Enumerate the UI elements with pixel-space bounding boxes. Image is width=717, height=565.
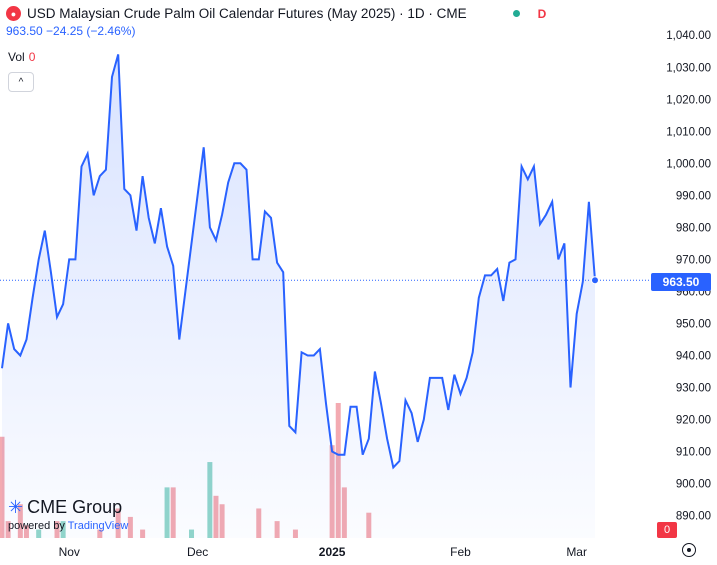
y-tick-label: 1,040.00	[666, 30, 711, 42]
market-status-icon[interactable]	[512, 10, 520, 17]
chart-title[interactable]: USD Malaysian Crude Palm Oil Calendar Fu…	[27, 6, 467, 21]
x-tick-label: Dec	[187, 545, 208, 559]
price-area	[2, 54, 595, 539]
y-tick-label: 1,020.00	[666, 94, 711, 106]
y-tick-label: 900.00	[676, 479, 711, 491]
cme-globe-icon: ✳	[8, 497, 24, 517]
powered-by-label: powered by	[8, 520, 65, 532]
x-tick-label: Feb	[450, 545, 471, 559]
y-tick-label: 910.00	[676, 447, 711, 459]
x-tick-label: 2025	[319, 545, 346, 559]
last-price-point	[591, 276, 599, 285]
y-tick-label: 890.00	[676, 511, 711, 523]
tradingview-link[interactable]: TradingView	[67, 520, 129, 532]
chart-settings-icon[interactable]	[682, 543, 696, 557]
chart-legend: ● USD Malaysian Crude Palm Oil Calendar …	[6, 6, 546, 38]
volume-legend: Vol 0	[8, 50, 35, 64]
x-tick-label: Mar	[566, 545, 587, 559]
y-tick-label: 990.00	[676, 190, 711, 202]
y-tick-label: 920.00	[676, 415, 711, 427]
y-tick-label: 950.00	[676, 318, 711, 330]
brand-name: CME Group	[27, 497, 123, 517]
y-tick-label: 1,000.00	[666, 158, 711, 170]
last-price-tag: 963.50	[651, 273, 711, 291]
symbol-logo-icon: ●	[6, 6, 21, 21]
y-tick-label: 970.00	[676, 254, 711, 266]
x-tick-label: Nov	[59, 545, 80, 559]
volume-label: Vol	[8, 50, 25, 64]
price-line	[1, 54, 596, 470]
volume-value: 0	[28, 50, 36, 64]
timeframe-badge[interactable]: D	[537, 6, 547, 21]
cme-logo[interactable]: ✳ CME Group powered by TradingView	[8, 497, 128, 532]
price-change-line: 963.50 −24.25 (−2.46%)	[6, 24, 136, 38]
y-tick-label: 1,030.00	[666, 62, 711, 74]
y-tick-label: 980.00	[676, 222, 711, 234]
y-tick-label: 940.00	[676, 350, 711, 362]
y-tick-label: 930.00	[676, 382, 711, 394]
collapse-legend-button[interactable]: ^	[8, 72, 34, 92]
volume-scale-tag: 0	[657, 522, 677, 538]
y-tick-label: 1,010.00	[666, 126, 711, 138]
